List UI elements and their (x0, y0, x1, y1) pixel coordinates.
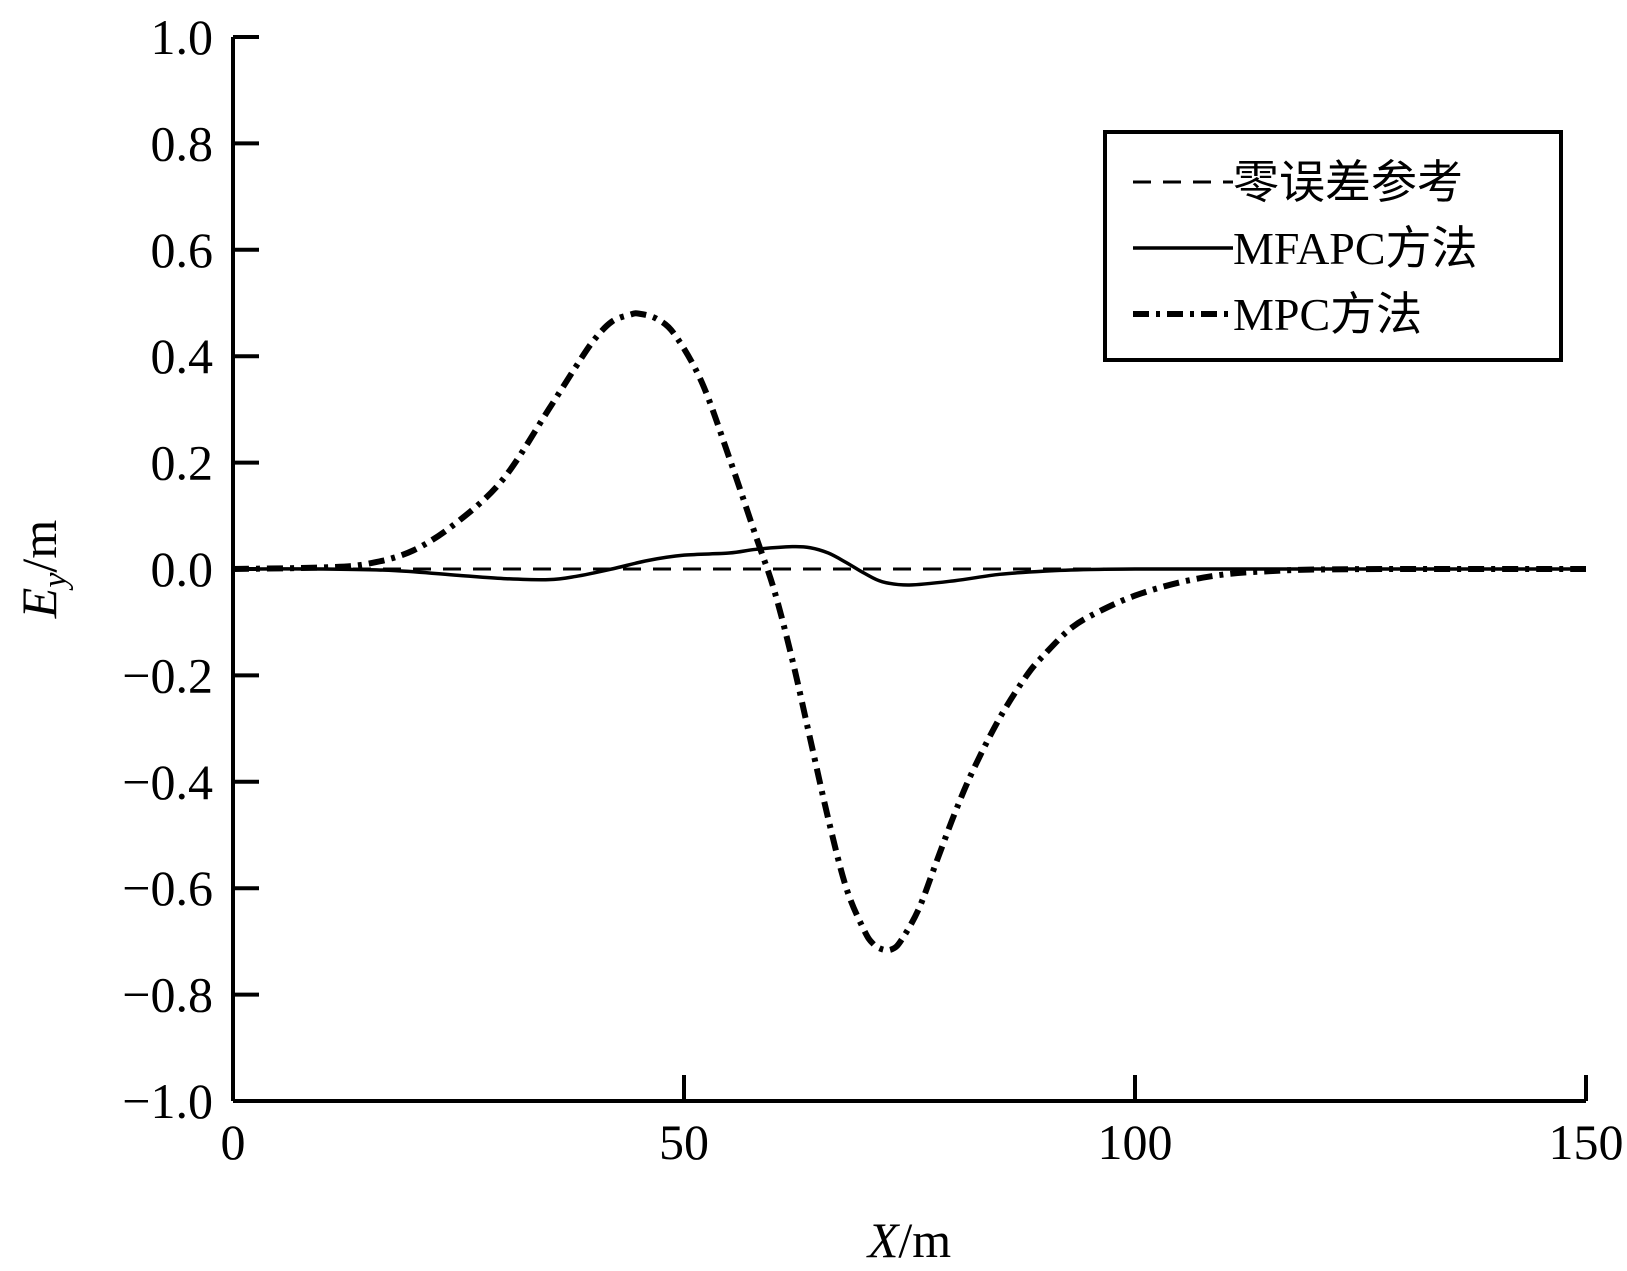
x-tick-label: 0 (221, 1114, 246, 1170)
y-axis-var: E (11, 588, 67, 620)
y-tick-label: 0.0 (151, 541, 214, 597)
x-axis-var: X (866, 1212, 901, 1268)
series-layer (232, 310, 1587, 954)
y-tick-label: 0.2 (151, 435, 214, 491)
y-tick-label: −0.2 (122, 647, 213, 703)
series-line-1 (232, 544, 1586, 587)
y-tick-label: −0.8 (122, 967, 213, 1023)
legend: 零误差参考 MFAPC方法 MPC方法 (1103, 130, 1563, 362)
legend-label-0: 零误差参考 (1233, 157, 1463, 208)
y-axis-subscript: y (37, 572, 74, 591)
y-tick-label: −1.0 (122, 1073, 213, 1129)
y-tick-label: 0.4 (151, 328, 214, 384)
y-axis-label: Ey/m (11, 520, 74, 620)
series-line-2 (232, 310, 1587, 954)
legend-label-2: MPC方法 (1233, 289, 1422, 340)
y-tick-label: −0.4 (122, 754, 213, 810)
x-tick-label: 150 (1549, 1114, 1624, 1170)
x-axis-label: X/m (866, 1212, 951, 1268)
legend-box (1103, 130, 1563, 362)
x-axis-unit: /m (898, 1212, 951, 1268)
y-axis-unit: /m (11, 520, 67, 573)
axis-labels: X/mEy/m (11, 520, 951, 1268)
y-tick-label: 0.6 (151, 222, 214, 278)
x-tick-label: 50 (659, 1114, 709, 1170)
y-tick-label: −0.6 (122, 860, 213, 916)
legend-label-1: MFAPC方法 (1233, 223, 1478, 274)
y-tick-label: 0.8 (151, 115, 214, 171)
y-tick-label: 1.0 (151, 9, 214, 65)
x-tick-label: 100 (1098, 1114, 1173, 1170)
